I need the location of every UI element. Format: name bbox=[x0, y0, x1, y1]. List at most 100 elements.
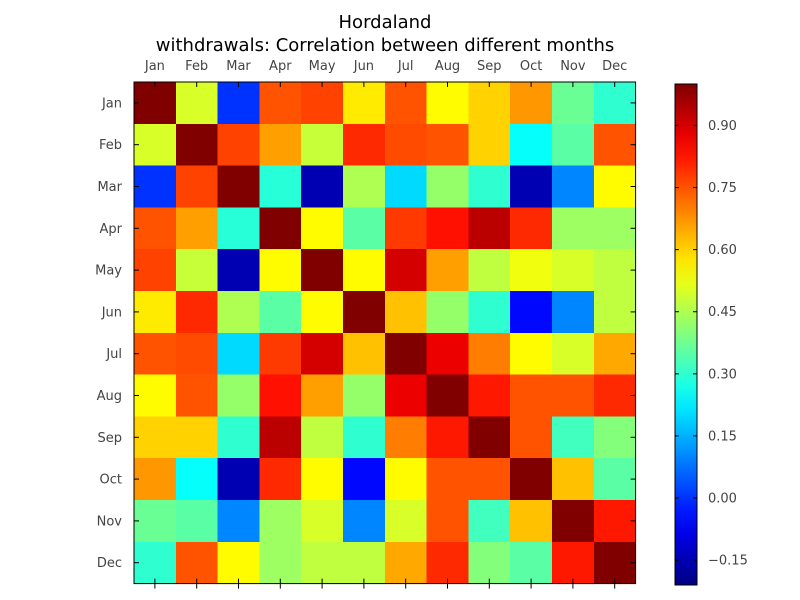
heatmap-frame bbox=[133, 81, 637, 585]
colorbar-tick-label: 0.15 bbox=[708, 429, 737, 444]
heatmap-cell bbox=[217, 123, 260, 167]
heatmap-cell bbox=[426, 541, 469, 585]
heatmap-cell bbox=[468, 458, 511, 501]
heatmap-cell bbox=[259, 291, 302, 334]
heatmap-cell bbox=[343, 374, 386, 417]
heatmap-cell bbox=[217, 332, 260, 376]
heatmap-cell bbox=[217, 207, 260, 250]
heatmap-cell bbox=[343, 123, 386, 167]
heatmap-cell bbox=[259, 416, 302, 459]
heatmap-cell bbox=[552, 458, 595, 501]
heatmap-cell bbox=[217, 500, 260, 543]
x-tick-label: Jul bbox=[397, 59, 414, 74]
y-tick-label: Feb bbox=[99, 138, 122, 153]
heatmap-cell bbox=[259, 165, 302, 208]
heatmap-cell bbox=[343, 291, 386, 334]
heatmap-cell bbox=[343, 165, 386, 208]
heatmap-cell bbox=[510, 458, 553, 501]
heatmap-cell bbox=[468, 374, 511, 417]
heatmap-cell bbox=[301, 332, 344, 376]
heatmap-cell bbox=[426, 82, 469, 125]
heatmap-cell bbox=[593, 541, 637, 585]
heatmap-cell bbox=[384, 291, 428, 334]
heatmap-cell bbox=[426, 207, 469, 250]
heatmap-cell bbox=[426, 416, 469, 459]
heatmap-cell bbox=[593, 165, 637, 208]
heatmap-cell bbox=[301, 500, 344, 543]
chart-title: Hordaland bbox=[339, 12, 432, 33]
heatmap-cell bbox=[552, 291, 595, 334]
heatmap-cell bbox=[134, 291, 177, 334]
heatmap-cell bbox=[593, 123, 637, 167]
heatmap-cell bbox=[134, 332, 177, 376]
x-tick-label: Sep bbox=[477, 59, 502, 74]
x-tick-label: Jan bbox=[144, 59, 165, 74]
heatmap-cell bbox=[593, 500, 637, 543]
heatmap-cell bbox=[134, 541, 177, 585]
colorbar-tick-label: 0.45 bbox=[708, 305, 737, 320]
heatmap-cell bbox=[468, 541, 511, 585]
heatmap-cell bbox=[134, 458, 177, 501]
heatmap-cell bbox=[343, 541, 386, 585]
heatmap-cell bbox=[134, 374, 177, 417]
heatmap-cell bbox=[426, 500, 469, 543]
heatmap-cell bbox=[259, 249, 302, 292]
y-tick-label: Jan bbox=[101, 96, 122, 111]
heatmap-cell bbox=[552, 82, 595, 125]
colorbar-tick-label: 0.90 bbox=[708, 119, 737, 134]
heatmap-cell bbox=[259, 123, 302, 167]
heatmap-cell bbox=[468, 123, 511, 167]
heatmap-cell bbox=[552, 332, 595, 376]
heatmap-cell bbox=[593, 374, 637, 417]
heatmap-cell bbox=[217, 458, 260, 501]
heatmap-cell bbox=[343, 82, 386, 125]
heatmap-cell bbox=[259, 82, 302, 125]
heatmap-cell bbox=[468, 291, 511, 334]
heatmap-cell bbox=[426, 249, 469, 292]
heatmap-cell bbox=[301, 416, 344, 459]
heatmap-cell bbox=[217, 291, 260, 334]
heatmap-cell bbox=[175, 165, 219, 208]
heatmap-cell bbox=[301, 207, 344, 250]
heatmap-cell bbox=[384, 165, 428, 208]
heatmap-cell bbox=[384, 332, 428, 376]
heatmap-cell bbox=[510, 82, 553, 125]
heatmap-cell bbox=[384, 500, 428, 543]
heatmap-cell bbox=[426, 374, 469, 417]
colorbar-gradient bbox=[674, 83, 698, 586]
heatmap-cell bbox=[426, 458, 469, 501]
heatmap-cell bbox=[552, 500, 595, 543]
heatmap-cell bbox=[384, 82, 428, 125]
heatmap-cell bbox=[217, 249, 260, 292]
heatmap-cell bbox=[134, 500, 177, 543]
heatmap-cell bbox=[468, 416, 511, 459]
heatmap-cell bbox=[175, 500, 219, 543]
heatmap-cell bbox=[426, 165, 469, 208]
heatmap-cells bbox=[133, 81, 637, 585]
x-tick-label: May bbox=[309, 59, 336, 74]
heatmap-cell bbox=[217, 541, 260, 585]
heatmap-cell bbox=[426, 332, 469, 376]
heatmap-cell bbox=[468, 249, 511, 292]
heatmap-cell bbox=[468, 207, 511, 250]
heatmap-cell bbox=[552, 249, 595, 292]
heatmap-cell bbox=[384, 541, 428, 585]
y-tick-label: Nov bbox=[97, 514, 123, 529]
heatmap-cell bbox=[259, 332, 302, 376]
heatmap-cell bbox=[301, 249, 344, 292]
heatmap-cell bbox=[217, 82, 260, 125]
heatmap-cell bbox=[384, 207, 428, 250]
heatmap-cell bbox=[510, 207, 553, 250]
heatmap-cell bbox=[552, 207, 595, 250]
chart-subtitle: withdrawals: Correlation between differe… bbox=[156, 35, 614, 56]
heatmap-cell bbox=[593, 82, 637, 125]
heatmap-cell bbox=[217, 374, 260, 417]
x-tick-label: Mar bbox=[226, 59, 251, 74]
heatmap-cell bbox=[301, 291, 344, 334]
x-tick-label: Feb bbox=[185, 59, 208, 74]
heatmap-cell bbox=[134, 82, 177, 125]
heatmap-cell bbox=[552, 416, 595, 459]
y-tick-label: Apr bbox=[100, 222, 123, 237]
colorbar-tick-label: 0.00 bbox=[708, 492, 737, 507]
y-tick-label: May bbox=[95, 264, 122, 279]
